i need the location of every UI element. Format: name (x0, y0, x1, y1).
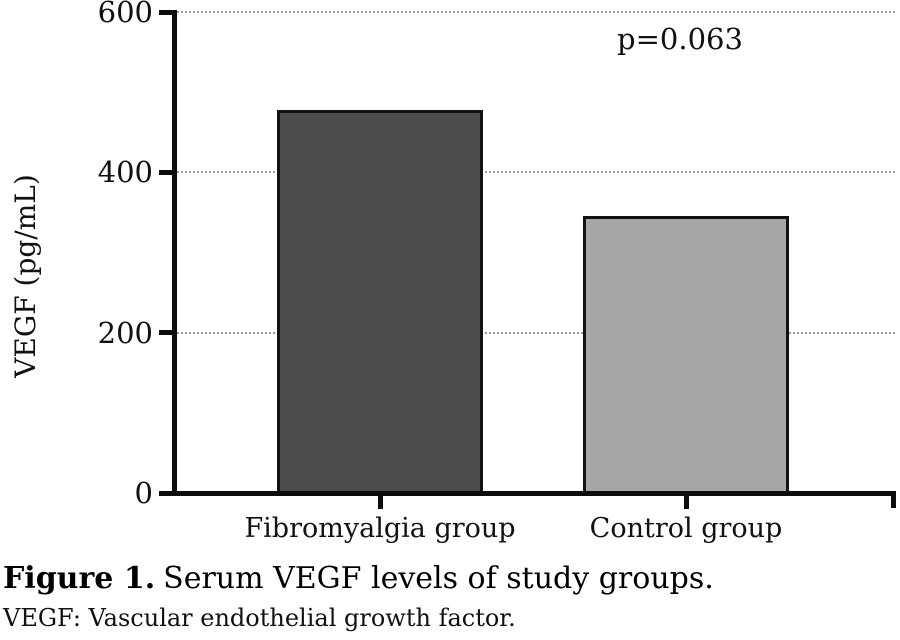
gridline-200 (177, 331, 895, 334)
figure-caption: Figure 1. Serum VEGF levels of study grou… (3, 561, 893, 597)
x-axis-line (172, 491, 895, 496)
chart-plot: VEGF (pg/mL) p=0.063 0 200 400 600 Fibromyal… (9, 0, 896, 544)
y-tick-200 (159, 330, 172, 336)
bar-fibromyalgia-group (277, 109, 483, 495)
gridline-400 (177, 171, 895, 174)
y-axis-title: VEGF (pg/mL) (9, 174, 42, 378)
bar-control-group (583, 216, 789, 495)
y-tick-0 (159, 490, 172, 496)
x-tick-label-fibromyalgia-group: Fibromyalgia group (244, 513, 516, 544)
x-tick-fibromyalgia-group (377, 496, 383, 509)
y-tick-label-0: 0 (134, 476, 153, 510)
gridline-600 (177, 11, 895, 13)
x-tick-label-control-group: Control group (589, 513, 783, 544)
x-tick-control-group (683, 496, 689, 509)
x-axis-end-tick (891, 491, 896, 508)
y-tick-400 (159, 169, 172, 175)
figure-caption-text: Serum VEGF levels of study groups. (163, 561, 714, 596)
y-axis-line (172, 10, 177, 496)
y-tick-label-200: 200 (97, 315, 153, 350)
figure-footnote: VEGF: Vascular endothelial growth factor… (3, 604, 516, 632)
figure-caption-label: Figure 1. (3, 561, 156, 596)
y-tick-600 (159, 9, 172, 15)
y-tick-label-600: 600 (97, 0, 153, 29)
p-value-annotation: p=0.063 (617, 22, 743, 56)
y-tick-label-400: 400 (97, 155, 153, 190)
